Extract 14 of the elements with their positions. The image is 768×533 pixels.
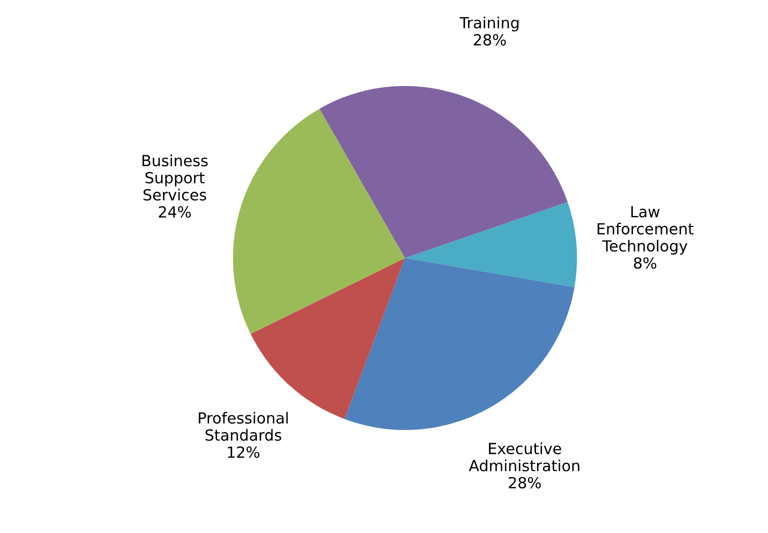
- pie-slice: [405, 202, 577, 288]
- data-label: 28%: [474, 34, 506, 46]
- pie-slice: [344, 258, 574, 430]
- data-label: 24%: [158, 206, 191, 218]
- slice-label: Business Support Services: [142, 154, 208, 201]
- pie-slice: [320, 86, 568, 258]
- slice-label: Law Enforcement Technology: [598, 206, 694, 255]
- slice-label: Professional Standards: [198, 412, 288, 441]
- slice-label: Training: [460, 16, 518, 32]
- slice-label: Executive Administration: [468, 442, 580, 472]
- data-label: 12%: [228, 446, 260, 458]
- data-label: 8%: [634, 257, 656, 269]
- data-label: 28%: [508, 476, 541, 488]
- pie-slice: [233, 108, 405, 334]
